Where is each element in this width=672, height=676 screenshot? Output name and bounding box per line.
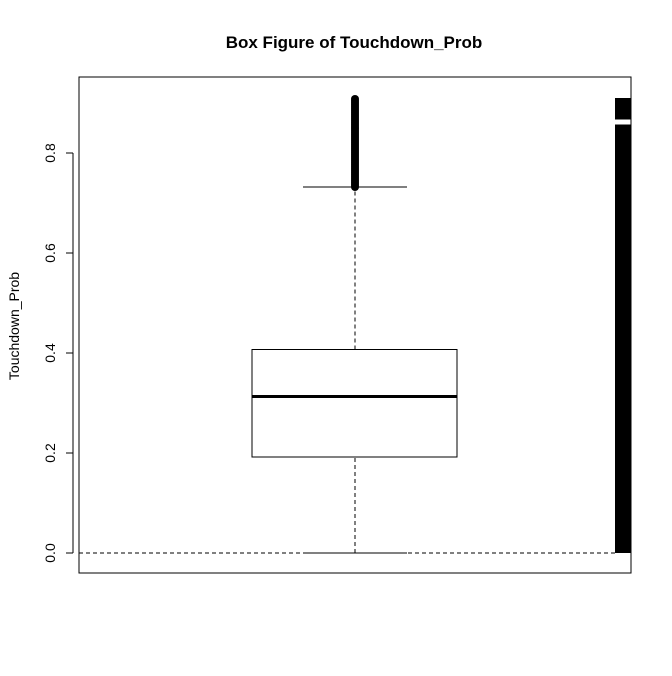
y-axis-label: Touchdown_Prob — [6, 272, 22, 380]
chart-title: Box Figure of Touchdown_Prob — [226, 33, 483, 52]
box-plot-marks — [79, 95, 631, 554]
rug-segment — [615, 124, 631, 553]
y-axis: 0.0 0.2 0.4 0.6 0.8 — [42, 143, 74, 563]
y-tick-label: 0.6 — [42, 243, 58, 263]
outlier-point — [351, 95, 359, 103]
rug-segment — [615, 98, 631, 120]
y-tick-label: 0.0 — [42, 543, 58, 563]
y-tick-label: 0.2 — [42, 443, 58, 463]
iqr-box — [251, 349, 458, 458]
y-tick-label: 0.4 — [42, 343, 58, 363]
y-tick-label: 0.8 — [42, 143, 58, 163]
